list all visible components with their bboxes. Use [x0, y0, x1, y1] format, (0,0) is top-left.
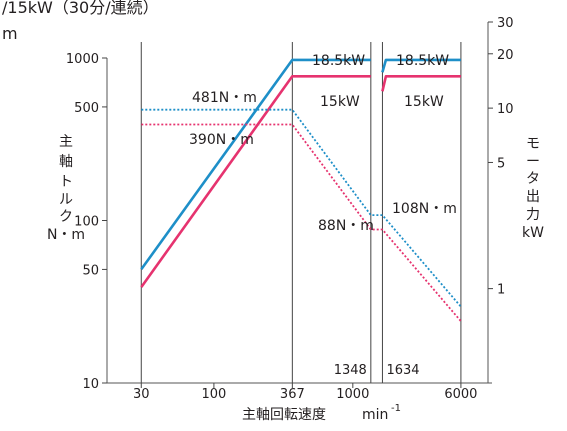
speed-boundary-lines [140, 42, 462, 383]
x-axis-ticks: 30 100 367 1000 6000 [133, 383, 477, 402]
x-tick-label: 1000 [336, 387, 369, 402]
right-y-label-char: 出 [526, 189, 540, 205]
left-y-tick-label: 100 [74, 215, 99, 230]
x-tick-label: 100 [201, 387, 226, 402]
power-curve [140, 58, 371, 271]
power-curve [140, 75, 371, 288]
speed-label: 1348 [334, 363, 367, 378]
x-tick-label: 30 [133, 387, 150, 402]
power-curve [381, 75, 461, 92]
chart-title: /15kW（30分/連続） [2, 0, 159, 17]
left-y-axis-label: 主 軸 ト ル ク N・m [47, 134, 85, 243]
right-y-label-char: タ [526, 171, 540, 187]
annotation-15kw-right: 15kW [404, 94, 444, 110]
annotation-108nm: 108N・m [392, 201, 457, 217]
annotation-15kw-left: 15kW [320, 94, 360, 110]
torque-curve [141, 123, 462, 322]
x-axis-label: 主軸回転速度 [242, 407, 326, 423]
right-y-label-char: 力 [526, 207, 540, 223]
right-y-label-char: モ [526, 136, 540, 152]
left-y-tick-label: 50 [82, 263, 99, 278]
right-y-label-unit: kW [522, 225, 544, 241]
left-y-label-unit: N・m [47, 227, 85, 243]
left-y-label-char: ト [59, 174, 73, 190]
left-y-label-char: ル [59, 192, 73, 208]
header-unit: m [2, 24, 18, 43]
right-y-tick-label: 30 [497, 16, 514, 31]
left-y-label-char: ク [59, 209, 73, 225]
right-y-tick-label: 1 [497, 283, 505, 298]
x-axis-unit: min [362, 407, 388, 423]
left-y-tick-label: 1000 [66, 52, 99, 67]
annotation-18-5kw-right: 18.5kW [396, 53, 449, 69]
right-y-label-char: ー [526, 154, 540, 170]
speed-label: 1634 [386, 363, 419, 378]
x-axis-unit-exponent: -1 [391, 403, 401, 414]
power-curve [381, 58, 461, 73]
left-y-label-char: 主 [59, 134, 73, 150]
right-y-tick-label: 10 [497, 102, 514, 117]
right-y-tick-label: 20 [497, 48, 514, 63]
right-y-axis-ticks: 1 5 10 20 30 [488, 16, 514, 298]
annotation-481nm: 481N・m [192, 90, 257, 106]
x-tick-label: 367 [280, 387, 305, 402]
left-y-tick-label: 10 [82, 377, 99, 392]
left-y-label-char: 軸 [59, 154, 73, 170]
left-y-tick-label: 500 [74, 101, 99, 116]
annotation-18-5kw-left: 18.5kW [312, 53, 365, 69]
annotation-390nm: 390N・m [189, 132, 254, 148]
right-y-axis-label: モ ー タ 出 力 kW [522, 136, 544, 241]
speed-labels: 1348 1634 [334, 363, 420, 378]
torque-curve [141, 108, 462, 308]
annotation-88nm: 88N・m [318, 218, 374, 234]
right-y-tick-label: 5 [497, 156, 505, 171]
x-tick-label: 6000 [444, 387, 477, 402]
left-y-axis-ticks: 10 50 100 500 1000 [66, 52, 107, 392]
series-layer [140, 58, 462, 322]
